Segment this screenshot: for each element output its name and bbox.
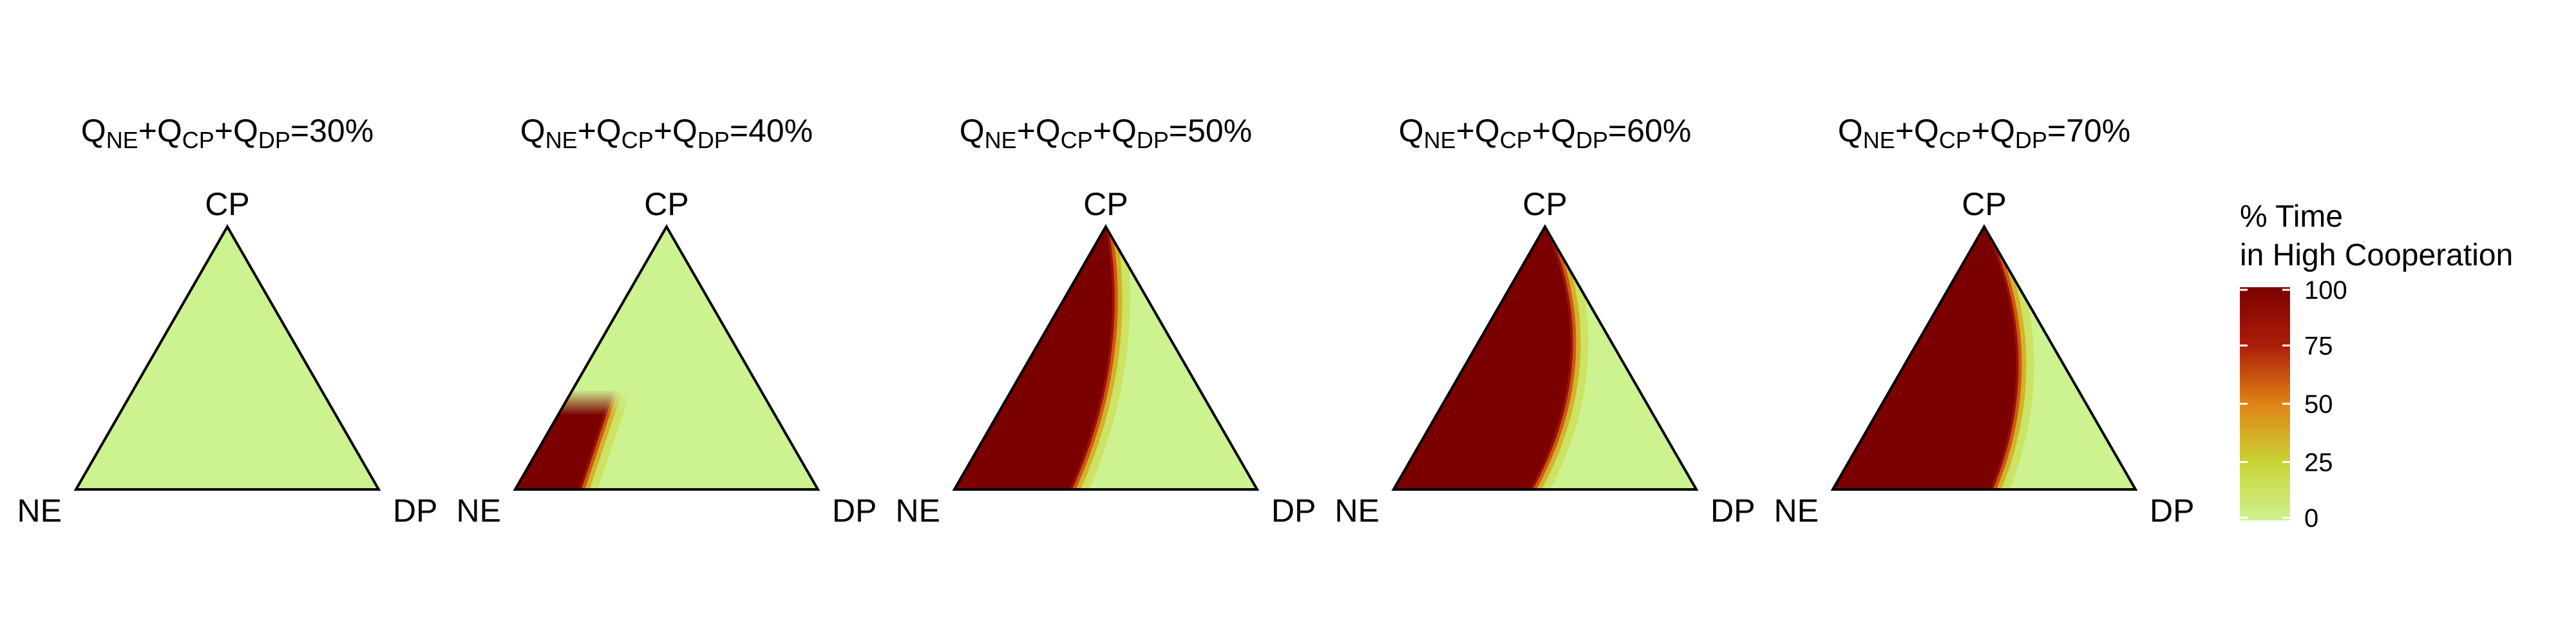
high-cooperation-region xyxy=(954,227,1112,489)
ternary-outline xyxy=(952,223,1260,491)
panel-title: QNE+QCP+QDP=70% xyxy=(1838,113,2130,153)
vertex-label-left: NE xyxy=(17,493,62,529)
vertex-label-top: CP xyxy=(1083,186,1128,222)
high-cooperation-region xyxy=(1833,227,2016,489)
ternary-outline xyxy=(1830,223,2138,491)
ternary-panel: CP NE DP QNE+QCP+QDP=50% xyxy=(896,113,1316,529)
vertex-label-right: DP xyxy=(1271,493,1316,529)
legend-tick-label: 100 xyxy=(2304,276,2347,305)
vertex-label-left: NE xyxy=(457,493,501,529)
legend-title-line1: % Time xyxy=(2240,200,2343,234)
legend-tick-label: 25 xyxy=(2304,449,2333,477)
legend-tick-label: 0 xyxy=(2304,504,2318,533)
vertex-label-right: DP xyxy=(393,493,437,529)
ternary-panel: CP NE DP QNE+QCP+QDP=60% xyxy=(1335,113,1756,529)
panel-title: QNE+QCP+QDP=50% xyxy=(960,113,1252,153)
legend-title-line2: in High Cooperation xyxy=(2240,238,2513,272)
vertex-label-right: DP xyxy=(1710,493,1755,529)
legend-colorbar xyxy=(2240,287,2290,520)
legend-tick-label: 75 xyxy=(2304,332,2333,361)
color-legend: % Time in High Cooperation 0 25 50 75 100 xyxy=(2240,200,2513,533)
ternary-panels: CP NE DP QNE+QCP+QDP=30% CP NE DP QNE+QCP+QDP=4… xyxy=(17,113,2195,529)
ternary-panel: CP NE DP QNE+QCP+QDP=70% xyxy=(1774,113,2195,529)
ternary-fill xyxy=(76,227,379,489)
vertex-label-top: CP xyxy=(1962,186,2006,222)
vertex-label-top: CP xyxy=(1522,186,1567,222)
ternary-outline xyxy=(1391,223,1699,491)
vertex-label-top: CP xyxy=(205,186,249,222)
ternary-panel: CP NE DP QNE+QCP+QDP=30% xyxy=(17,113,438,529)
vertex-label-left: NE xyxy=(896,493,940,529)
high-cooperation-region xyxy=(1394,227,1571,489)
vertex-label-left: NE xyxy=(1774,493,1819,529)
vertex-label-top: CP xyxy=(644,186,688,222)
panel-title: QNE+QCP+QDP=30% xyxy=(81,113,374,153)
legend-ticks: 0 25 50 75 100 xyxy=(2240,276,2347,533)
vertex-label-left: NE xyxy=(1335,493,1379,529)
legend-tick-label: 50 xyxy=(2304,390,2333,419)
vertex-label-right: DP xyxy=(2150,493,2194,529)
panel-title: QNE+QCP+QDP=40% xyxy=(520,113,813,153)
ternary-outline xyxy=(73,223,381,491)
ternary-outline xyxy=(513,223,820,491)
vertex-label-right: DP xyxy=(832,493,876,529)
ternary-panel: CP NE DP QNE+QCP+QDP=40% xyxy=(457,113,877,529)
panel-title: QNE+QCP+QDP=60% xyxy=(1399,113,1691,153)
